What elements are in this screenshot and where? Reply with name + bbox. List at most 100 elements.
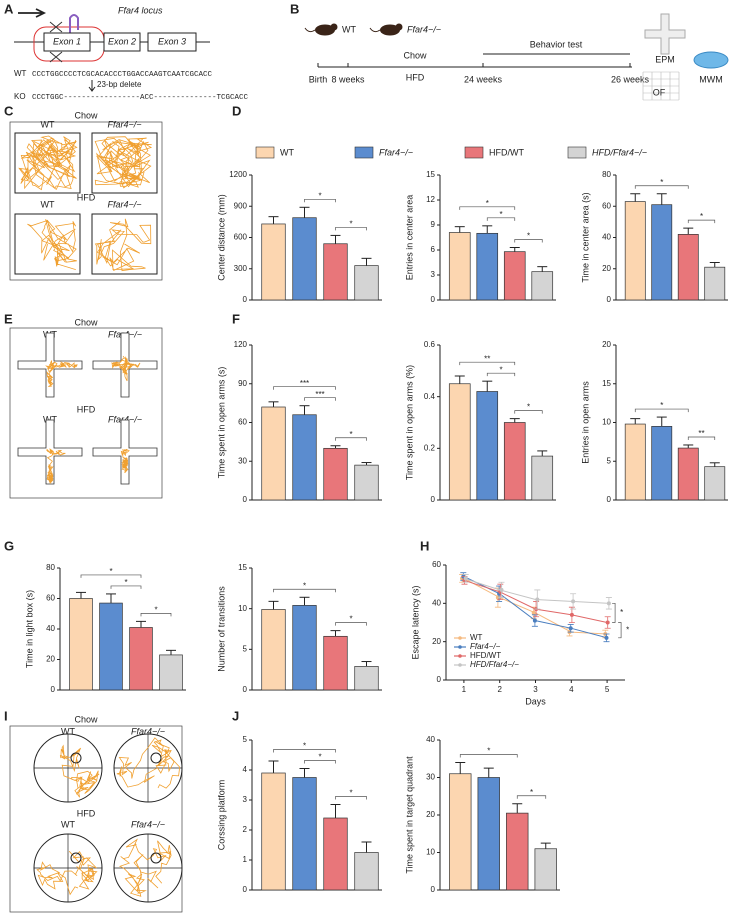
track (118, 838, 172, 897)
bar (651, 204, 673, 301)
test-label: EPM (655, 54, 675, 64)
epm-icon (644, 13, 686, 55)
significance-bracket (459, 206, 516, 210)
bar (704, 466, 726, 501)
significance-bracket (304, 760, 336, 764)
legend-label: HFD/WT (489, 147, 524, 157)
y-tick-label: 0 (431, 295, 436, 304)
y-tick-label: 0 (607, 495, 612, 504)
y-tick-label: 90 (238, 379, 247, 388)
point (571, 599, 576, 604)
y-tick-label: 40 (602, 233, 611, 242)
bar (534, 848, 557, 891)
bar (323, 817, 348, 891)
significance-bracket (335, 622, 367, 626)
significance-label: * (660, 401, 663, 410)
bar (354, 852, 379, 891)
y-tick-label: 0 (243, 885, 248, 894)
y-tick-label: 20 (426, 810, 435, 819)
significance-label: * (349, 220, 352, 229)
bar (677, 447, 699, 501)
y-axis-label: Time spent in open arms (s) (216, 367, 226, 479)
track (116, 737, 181, 789)
legend-label: HFD/Ffar4−/− (592, 147, 647, 157)
legend-label: Ffar4−/− (470, 642, 501, 651)
y-tick-label: 10 (426, 848, 435, 857)
bar (292, 217, 317, 301)
track (111, 355, 141, 382)
y-axis-label: Center distance (mm) (216, 194, 226, 281)
significance-bracket (486, 217, 516, 221)
track (59, 744, 100, 798)
mouse-icon (330, 23, 338, 31)
y-tick-label: 1 (243, 855, 248, 864)
point (569, 612, 574, 617)
panel-frame (9, 121, 163, 281)
diet-label: HFD (406, 72, 425, 82)
y-tick-label: 0 (431, 885, 436, 894)
y-tick-label: 10 (602, 418, 611, 427)
y-tick-label: 900 (234, 201, 248, 210)
bar (354, 666, 379, 691)
y-tick-label: 3 (243, 795, 248, 804)
significance-bracket (612, 602, 616, 623)
y-tick-label: 2 (243, 825, 248, 834)
bar (476, 391, 499, 501)
significance-bracket (140, 613, 172, 617)
y-axis-label: Time in light box (s) (24, 590, 34, 668)
y-axis-label: Corssing platform (216, 780, 226, 851)
bar (354, 464, 379, 501)
y-axis-label: Entries in open arms (580, 381, 590, 464)
y-tick-label: 20 (602, 340, 611, 349)
significance-label: * (349, 789, 352, 798)
bar (477, 777, 500, 891)
exon-label: Exon 1 (53, 36, 81, 46)
bar (506, 812, 529, 891)
group-label: WT (61, 726, 75, 736)
y-tick-label: 0.4 (424, 392, 436, 401)
y-tick-label: 120 (234, 340, 248, 349)
significance-bracket (514, 239, 543, 243)
mouse-icon (315, 24, 335, 36)
significance-bracket (516, 795, 547, 799)
exon (43, 32, 91, 52)
legend-swatch (464, 146, 484, 159)
y-axis-label: Time spent in target quadrant (404, 756, 414, 874)
track (27, 219, 77, 270)
significance-bracket (618, 622, 622, 639)
test-label: OF (653, 87, 666, 97)
significance-bracket (304, 198, 336, 203)
mouse-icon (304, 27, 316, 33)
significance-label: *** (315, 390, 324, 399)
significance-bracket (687, 219, 716, 224)
point (531, 610, 536, 615)
condition-label: Chow (74, 317, 98, 327)
point (535, 597, 540, 602)
y-tick-label: 0 (437, 675, 442, 684)
bar (476, 232, 499, 301)
significance-label: * (318, 191, 321, 200)
y-tick-label: 10 (238, 604, 247, 613)
group-label: Ffar4−/− (407, 24, 441, 34)
legend-marker (458, 636, 462, 640)
significance-bracket (273, 386, 336, 390)
panel-label: J (232, 708, 239, 723)
y-tick-label: 20 (46, 655, 55, 664)
condition-label: HFD (77, 192, 96, 202)
point (568, 626, 573, 631)
y-axis-label: Entries in center area (404, 195, 414, 281)
exon (103, 32, 141, 52)
time-label: Birth (309, 74, 328, 84)
test-label: Behavior test (530, 39, 583, 49)
significance-label: * (499, 365, 502, 374)
point (499, 587, 504, 592)
group-label: Ffar4−/− (107, 199, 141, 209)
bar (292, 414, 317, 501)
significance-label: * (154, 605, 157, 614)
y-tick-label: 5 (607, 456, 612, 465)
mouse-icon (369, 27, 381, 33)
test-label: MWM (699, 74, 723, 84)
significance-bracket (273, 749, 336, 753)
y-tick-label: 0.6 (424, 340, 436, 349)
